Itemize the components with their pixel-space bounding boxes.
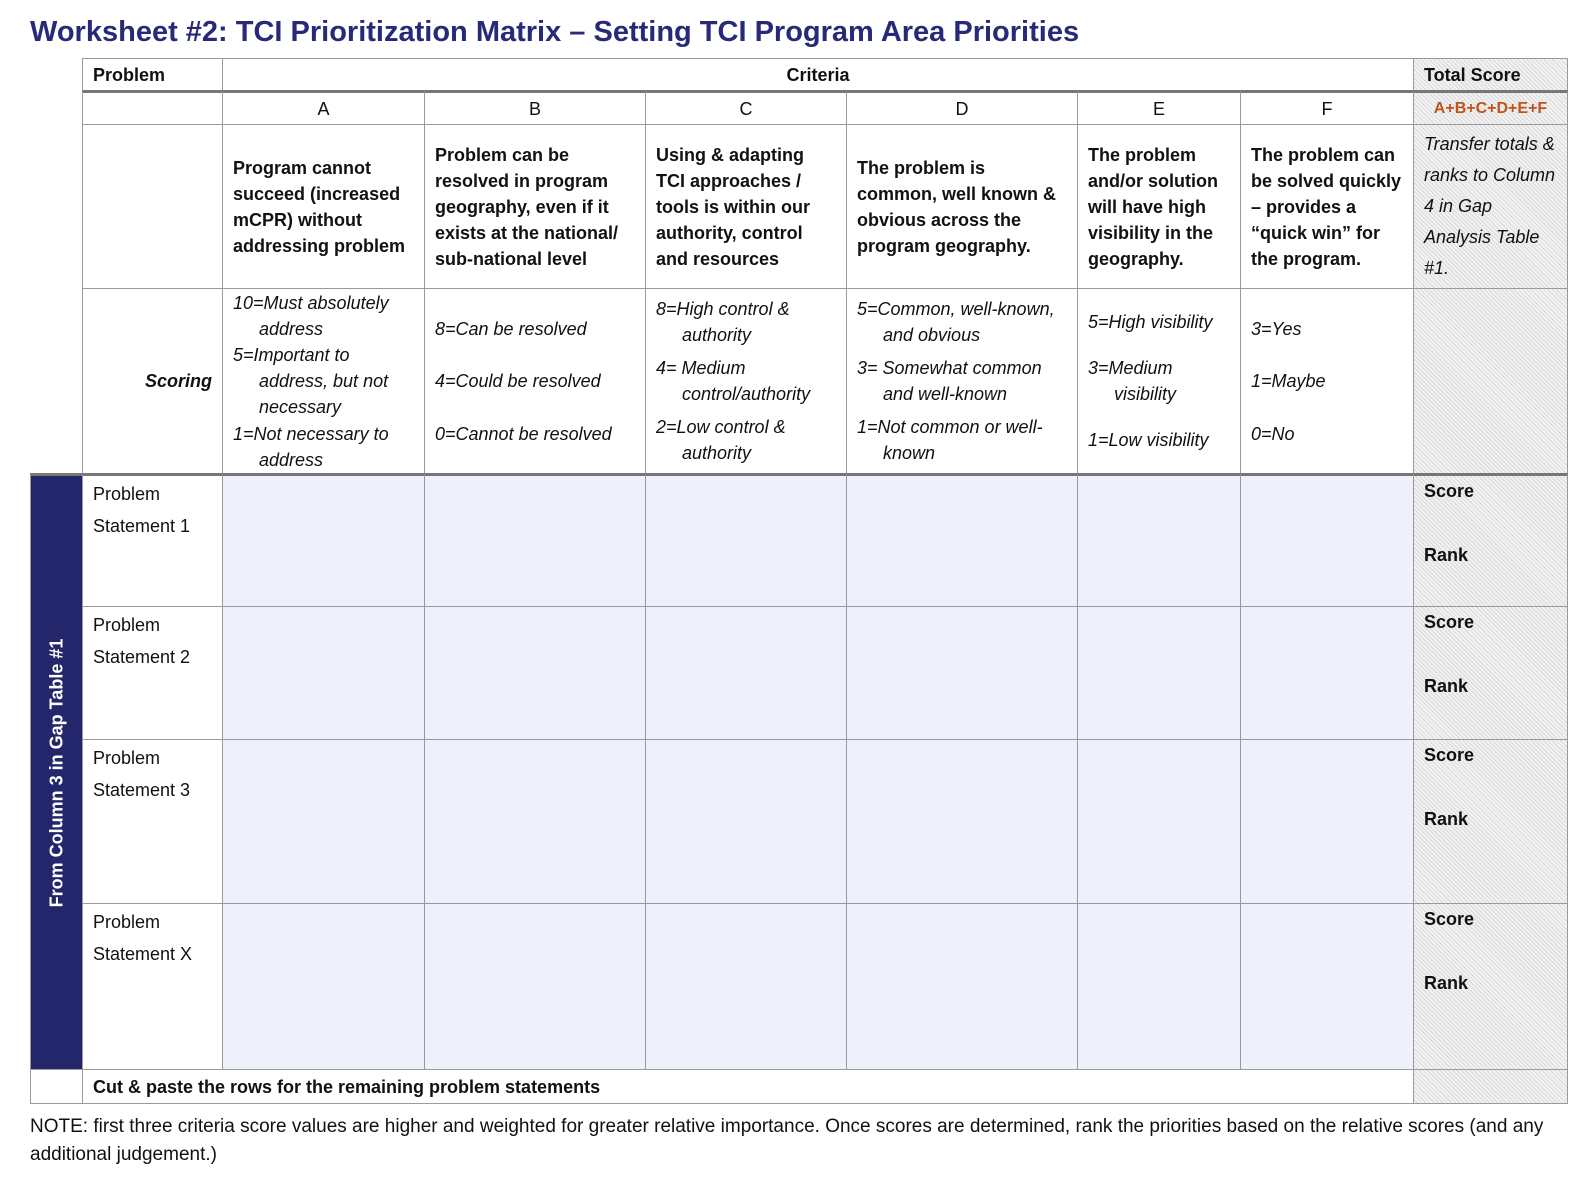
score-input[interactable] xyxy=(222,473,425,607)
score-input[interactable] xyxy=(1240,739,1414,904)
score-input[interactable] xyxy=(645,606,847,740)
scoring-option: 3= Somewhat common and well-known xyxy=(857,358,1042,404)
total-cell: Score Rank xyxy=(1413,903,1568,1070)
footer: Cut & paste the rows for the remaining p… xyxy=(82,1069,1414,1104)
total-cell: Score Rank xyxy=(1413,739,1568,904)
column-scoring: 8=High control & authority 4= Medium cont… xyxy=(645,288,847,474)
empty-cell xyxy=(82,90,223,125)
score-input[interactable] xyxy=(645,903,847,1070)
column-scoring: 5=High visibility 3=Medium visibility 1=Lo… xyxy=(1077,288,1241,474)
score-label: Score xyxy=(1424,481,1475,501)
scoring-option: 4=Could be resolved xyxy=(435,371,601,391)
problem-statement: Problem Statement 1 xyxy=(82,473,223,607)
header-problem: Problem xyxy=(82,58,223,91)
score-input[interactable] xyxy=(1077,739,1241,904)
column-scoring: 5=Common, well-known, and obvious 3= Some… xyxy=(846,288,1078,474)
empty-cell xyxy=(1413,1069,1568,1104)
scoring-label: Scoring xyxy=(82,288,223,474)
scoring-option: 1=Not necessary to address xyxy=(233,423,389,470)
score-input[interactable] xyxy=(424,473,646,607)
score-input[interactable] xyxy=(222,903,425,1070)
title: Worksheet #2: TCI Prioritization Matrix … xyxy=(30,16,1080,48)
rank-label: Rank xyxy=(1424,545,1469,565)
column-description: The problem can be solved quickly – prov… xyxy=(1240,124,1414,289)
score-input[interactable] xyxy=(1077,606,1241,740)
score-input[interactable] xyxy=(846,473,1078,607)
score-input[interactable] xyxy=(846,739,1078,904)
rank-label: Rank xyxy=(1424,973,1469,993)
total-cell: Score Rank xyxy=(1413,606,1568,740)
score-input[interactable] xyxy=(424,606,646,740)
header-total: Total Score xyxy=(1413,58,1568,91)
empty-cell xyxy=(30,1069,83,1104)
scoring-option: 8=High control & authority xyxy=(656,299,790,345)
score-input[interactable] xyxy=(1077,903,1241,1070)
column-description: The problem is common, well known & obvi… xyxy=(846,124,1078,289)
empty-cell xyxy=(82,124,223,289)
scoring-option: 1=Low visibility xyxy=(1088,430,1209,450)
column-letter: E xyxy=(1077,90,1241,125)
column-description: The problem and/or solution will have hi… xyxy=(1077,124,1241,289)
scoring-option: 4= Medium control/authority xyxy=(656,358,811,404)
total-note: Transfer totals & ranks to Column 4 in G… xyxy=(1413,124,1568,289)
empty-cell xyxy=(1413,288,1568,474)
score-input[interactable] xyxy=(222,606,425,740)
score-input[interactable] xyxy=(846,903,1078,1070)
column-letter: B xyxy=(424,90,646,125)
scoring-option: 1=Maybe xyxy=(1251,371,1326,391)
score-input[interactable] xyxy=(424,739,646,904)
problem-statement: Problem Statement 2 xyxy=(82,606,223,740)
score-input[interactable] xyxy=(1240,606,1414,740)
scoring-option: 1=Not common or well-known xyxy=(857,417,1043,463)
problem-statement: Problem Statement X xyxy=(82,903,223,1070)
note: NOTE: first three criteria score values … xyxy=(30,1116,1544,1165)
header-criteria: Criteria xyxy=(222,58,1414,91)
score-label: Score xyxy=(1424,745,1475,765)
column-letter: F xyxy=(1240,90,1414,125)
column-scoring: 3=Yes 1=Maybe 0=No xyxy=(1240,288,1414,474)
scoring-option: 0=Cannot be resolved xyxy=(435,423,612,444)
side-band: From Column 3 in Gap Table #1 xyxy=(30,473,83,1070)
scoring-option: 3=Medium visibility xyxy=(1088,358,1177,404)
side-label: From Column 3 in Gap Table #1 xyxy=(46,638,66,907)
column-letter: C xyxy=(645,90,847,125)
column-letter: D xyxy=(846,90,1078,125)
score-input[interactable] xyxy=(424,903,646,1070)
scoring-option: 5=Common, well-known, and obvious xyxy=(857,299,1055,345)
column-letter: A xyxy=(222,90,425,125)
score-input[interactable] xyxy=(645,739,847,904)
column-description: Program cannot succeed (increased mCPR) … xyxy=(222,124,425,289)
column-description: Problem can be resolved in program geogr… xyxy=(424,124,646,289)
scoring-option: 5=High visibility xyxy=(1088,312,1213,332)
total-formula: A+B+C+D+E+F xyxy=(1413,90,1568,125)
scoring-option: 2=Low control & authority xyxy=(656,417,786,463)
score-input[interactable] xyxy=(645,473,847,607)
column-description: Using & adapting TCI approaches / tools … xyxy=(645,124,847,289)
rank-label: Rank xyxy=(1424,809,1469,829)
score-input[interactable] xyxy=(1240,473,1414,607)
score-input[interactable] xyxy=(1077,473,1241,607)
rank-label: Rank xyxy=(1424,676,1469,696)
scoring-option: 8=Can be resolved xyxy=(435,318,587,339)
score-input[interactable] xyxy=(846,606,1078,740)
scoring-option: 0=No xyxy=(1251,423,1295,444)
column-scoring: 10=Must absolutely address 5=Important to… xyxy=(222,288,425,474)
scoring-option: 3=Yes xyxy=(1251,318,1302,339)
problem-statement: Problem Statement 3 xyxy=(82,739,223,904)
score-label: Score xyxy=(1424,909,1475,929)
scoring-option: 5=Important to address, but not necessar… xyxy=(233,345,389,417)
total-cell: Score Rank xyxy=(1413,473,1568,607)
column-scoring: 8=Can be resolved 4=Could be resolved 0=Ca… xyxy=(424,288,646,474)
score-input[interactable] xyxy=(1240,903,1414,1070)
scoring-option: 10=Must absolutely address xyxy=(233,292,389,339)
score-input[interactable] xyxy=(222,739,425,904)
score-label: Score xyxy=(1424,612,1475,632)
